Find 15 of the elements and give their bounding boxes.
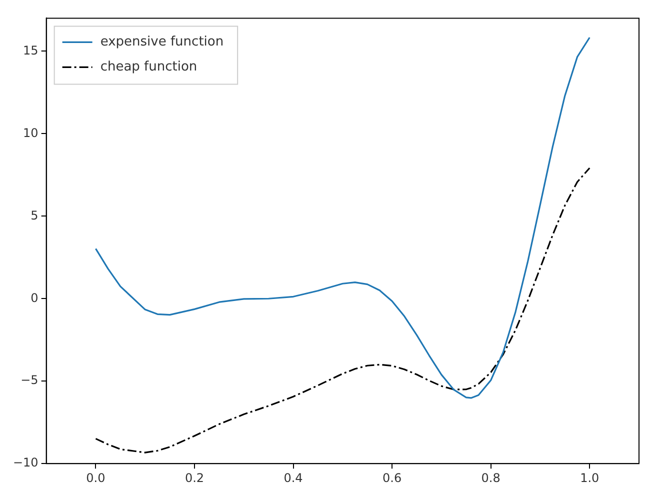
x-tick-label: 0.6 (382, 470, 402, 485)
y-tick-label: 5 (30, 208, 38, 222)
line-series (94, 167, 590, 454)
y-tick-label: −5 (20, 373, 38, 388)
x-tick-label: 0.4 (284, 470, 303, 485)
y-tick-label: −10 (12, 456, 38, 470)
x-tick-label: 0.0 (86, 470, 106, 485)
y-tick-label: 10 (23, 126, 38, 140)
x-tick-label: 0.8 (481, 470, 500, 485)
x-tick-label: 1.0 (580, 470, 600, 485)
legend-label: cheap function (100, 60, 198, 75)
legend-label: expensive function (100, 34, 224, 50)
x-tick-label: 0.2 (184, 470, 204, 485)
y-tick-label: 15 (23, 43, 38, 58)
y-tick-label: 0 (30, 290, 38, 305)
